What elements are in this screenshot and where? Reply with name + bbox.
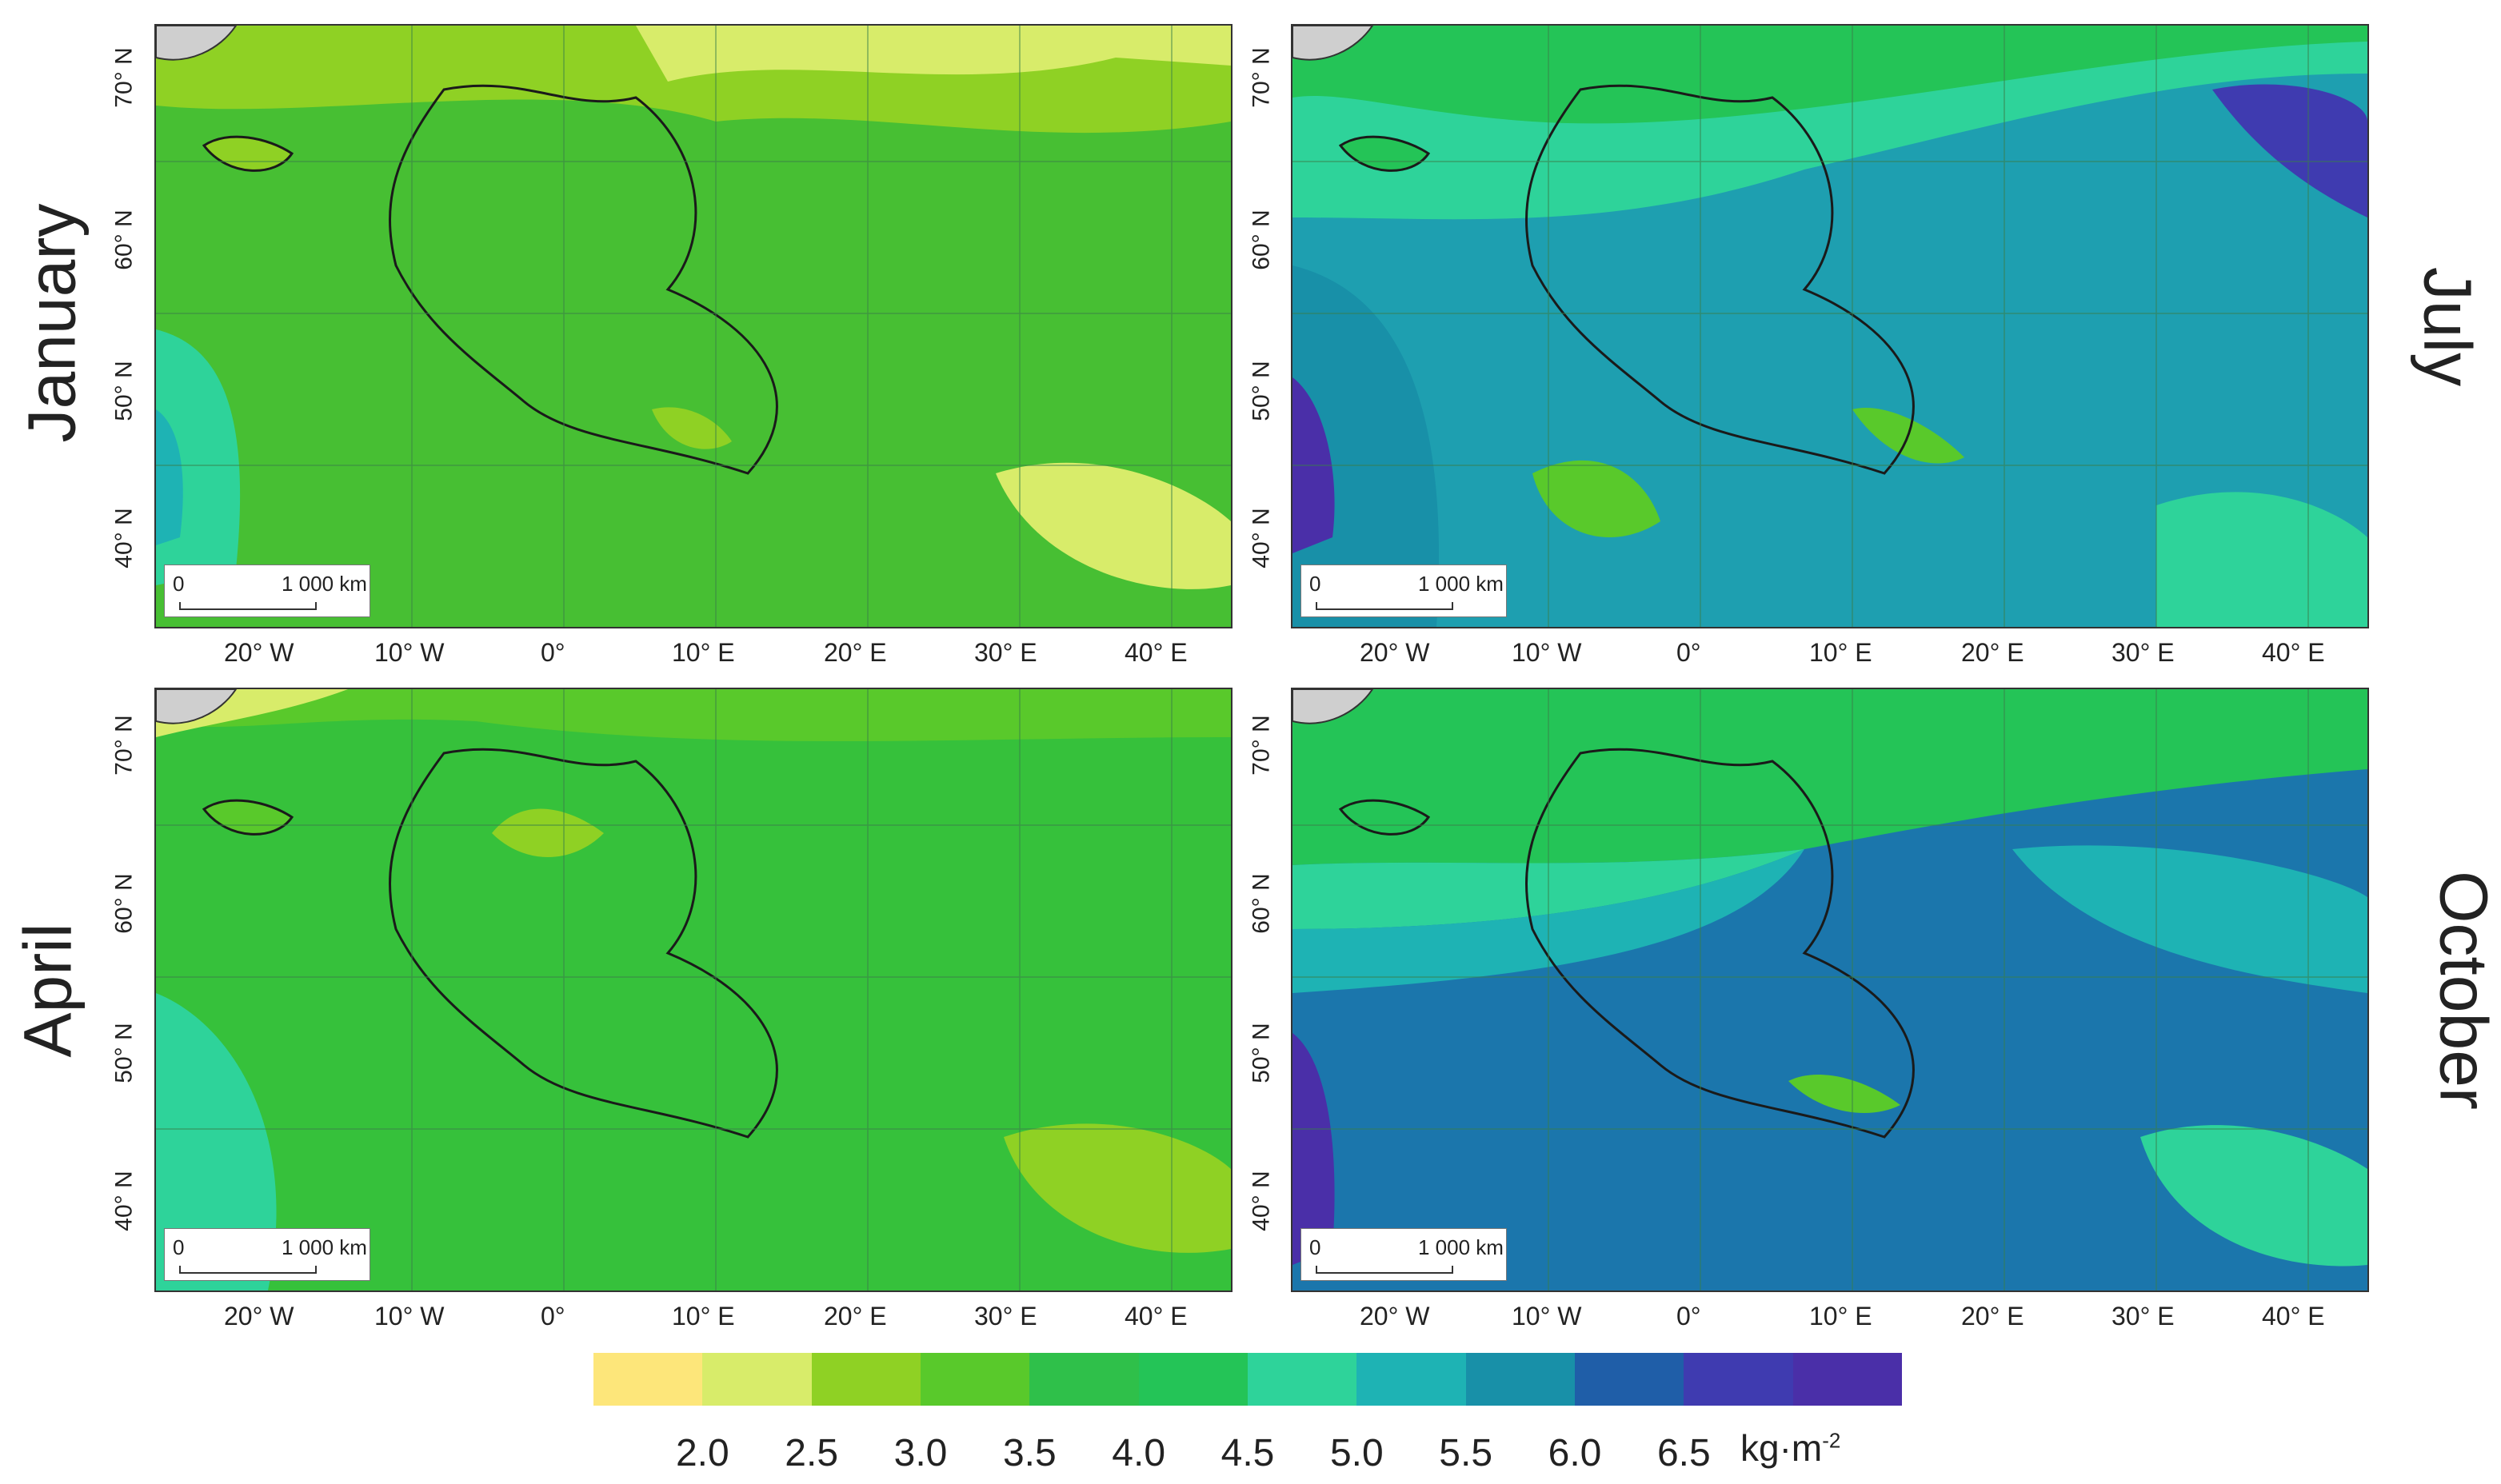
month-label-july: July [2410,266,2486,387]
lat-tick: 50° N [1248,1023,1275,1083]
colorbar-swatch [1684,1353,1793,1406]
lat-tick: 70° N [110,715,138,776]
july-map [1292,26,2367,627]
colorbar-swatch [702,1353,812,1406]
colorbar [593,1353,1902,1406]
map-panel-july: 0 1 000 km [1291,24,2369,628]
lon-tick: 20° E [1961,1302,2024,1330]
scale-end: 1 000 km [1418,1235,1504,1259]
colorbar-swatch [1574,1353,1684,1406]
lat-tick: 50° N [110,1023,138,1083]
map-panel-october: 0 1 000 km [1291,688,2369,1292]
colorbar-unit: kg·m-2 [1740,1426,1840,1470]
january-map [156,26,1231,627]
lon-tick: 10° W [1512,638,1582,667]
lon-tick: 40° E [2262,1302,2325,1330]
lon-tick: 10° W [374,638,445,667]
lon-tick: 20° W [1360,638,1430,667]
april-map [156,689,1231,1291]
map-panel-april: 0 1 000 km [154,688,1233,1292]
lon-tick: 20° W [224,638,294,667]
colorbar-label: 6.0 [1548,1432,1602,1474]
lon-tick: 30° E [2111,638,2175,667]
lon-tick: 10° E [672,1302,735,1330]
colorbar-label: 2.0 [675,1432,729,1474]
lat-tick: 50° N [1248,361,1275,421]
colorbar-label: 3.5 [1002,1432,1057,1474]
lon-tick: 40° E [2262,638,2325,667]
map-panel-january: 0 1 000 km [154,24,1233,628]
lat-tick: 40° N [110,508,138,568]
scale-bar-line [179,602,317,610]
scale-bar: 0 1 000 km [1300,1228,1507,1281]
scale-start: 0 [173,572,185,596]
colorbar-swatch [811,1353,921,1406]
lon-tick: 20° E [1961,638,2024,667]
colorbar-swatch [1465,1353,1575,1406]
lat-tick: 60° N [110,873,138,934]
lon-tick: 10° E [672,638,735,667]
lon-tick: 10° E [1809,1302,1872,1330]
month-label-april: April [10,923,86,1058]
lon-tick: 20° E [824,1302,887,1330]
lon-tick: 20° W [224,1302,294,1330]
lat-tick: 60° N [1248,873,1275,934]
colorbar-label: 3.0 [893,1432,948,1474]
colorbar-label: 4.0 [1112,1432,1166,1474]
lon-tick: 40° E [1125,1302,1188,1330]
scale-end: 1 000 km [282,1235,367,1259]
colorbar-label: 5.5 [1439,1432,1493,1474]
lat-tick: 70° N [1248,47,1275,108]
colorbar-swatch [593,1353,703,1406]
unit-exponent: -2 [1822,1428,1841,1453]
lon-tick: 0° [1676,1302,1701,1330]
colorbar-swatch [1356,1353,1466,1406]
scale-end: 1 000 km [1418,572,1504,596]
unit-text: kg·m [1740,1427,1823,1469]
scale-start: 0 [1309,1235,1321,1259]
lon-tick: 0° [541,1302,565,1330]
colorbar-label: 4.5 [1221,1432,1275,1474]
lon-tick: 10° W [1512,1302,1582,1330]
october-map [1292,689,2367,1291]
lon-tick: 10° E [1809,638,1872,667]
lon-tick: 30° E [974,638,1037,667]
colorbar-label: 2.5 [785,1432,839,1474]
lon-tick: 30° E [2111,1302,2175,1330]
lat-tick: 60° N [1248,209,1275,270]
lat-tick: 70° N [1248,715,1275,776]
lon-tick: 20° E [824,638,887,667]
colorbar-swatch [1138,1353,1248,1406]
colorbar-swatch [1029,1353,1139,1406]
colorbar-label: 6.5 [1656,1432,1711,1474]
lon-tick: 40° E [1125,638,1188,667]
scale-bar-line [179,1266,317,1274]
lat-tick: 40° N [1248,508,1275,568]
lon-tick: 20° W [1360,1302,1430,1330]
colorbar-swatch [1247,1353,1357,1406]
scale-end: 1 000 km [282,572,367,596]
scale-start: 0 [173,1235,185,1259]
scale-bar: 0 1 000 km [1300,564,1507,617]
scale-bar-line [1316,1266,1453,1274]
month-label-january: January [14,203,90,443]
scale-bar: 0 1 000 km [164,564,370,617]
lon-tick: 10° W [374,1302,445,1330]
colorbar-swatch [1792,1353,1902,1406]
scale-bar-line [1316,602,1453,610]
lon-tick: 30° E [974,1302,1037,1330]
lon-tick: 0° [1676,638,1701,667]
scale-start: 0 [1309,572,1321,596]
lat-tick: 40° N [1248,1171,1275,1231]
month-label-october: October [2426,871,2501,1110]
lat-tick: 70° N [110,47,138,108]
lat-tick: 50° N [110,361,138,421]
scale-bar: 0 1 000 km [164,1228,370,1281]
lat-tick: 40° N [110,1171,138,1231]
lon-tick: 0° [541,638,565,667]
lat-tick: 60° N [110,209,138,270]
colorbar-swatch [920,1353,1030,1406]
colorbar-label: 5.0 [1329,1432,1384,1474]
